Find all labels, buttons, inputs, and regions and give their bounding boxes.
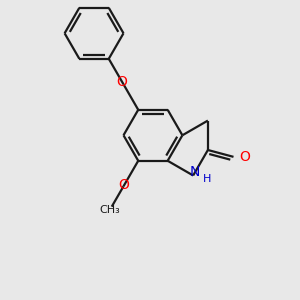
Text: H: H [202, 174, 211, 184]
Text: O: O [117, 75, 128, 89]
Text: CH₃: CH₃ [99, 205, 120, 215]
Text: O: O [118, 178, 129, 192]
Text: N: N [190, 165, 200, 179]
Text: O: O [239, 150, 250, 164]
